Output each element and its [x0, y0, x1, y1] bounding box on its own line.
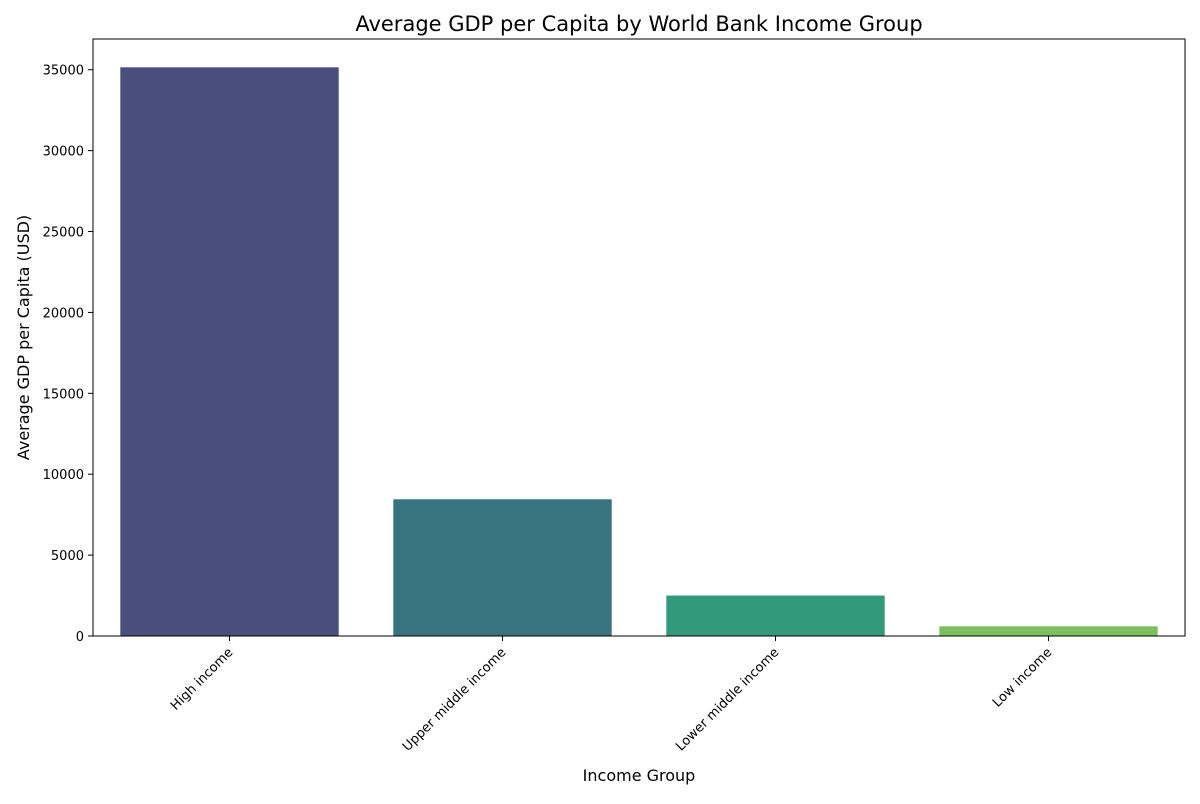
y-axis-ticks: 0 5000 10000 15000 20000 25000 30000 35000	[43, 64, 93, 645]
bars-layer	[120, 67, 1158, 636]
y-tick-label: 25000	[43, 226, 84, 241]
y-tick-label: 5000	[51, 549, 84, 564]
x-axis-ticks: High income Upper middle income Lower midd…	[168, 636, 1055, 755]
y-tick-label: 35000	[43, 64, 84, 79]
axes-layer	[92, 38, 1186, 637]
y-axis-label: Average GDP per Capita (USD)	[14, 215, 33, 460]
y-tick-label: 0	[76, 630, 84, 645]
bar-upper-middle-income	[393, 499, 612, 636]
y-tick-label: 15000	[43, 387, 84, 402]
x-tick-label: Lower middle income	[673, 645, 782, 754]
x-axis-label: Income Group	[583, 766, 696, 785]
bar-low-income	[939, 626, 1158, 636]
chart-title: Average GDP per Capita by World Bank Inc…	[355, 12, 922, 36]
x-tick-label: Low income	[990, 645, 1055, 710]
y-tick-label: 30000	[43, 145, 84, 160]
y-tick-label: 20000	[43, 306, 84, 321]
x-tick-label: Upper middle income	[400, 645, 509, 754]
bar-high-income	[120, 67, 339, 636]
bar-lower-middle-income	[666, 595, 885, 636]
plot-frame	[92, 38, 1186, 637]
x-tick-label: High income	[168, 645, 236, 713]
y-tick-label: 10000	[43, 468, 84, 483]
